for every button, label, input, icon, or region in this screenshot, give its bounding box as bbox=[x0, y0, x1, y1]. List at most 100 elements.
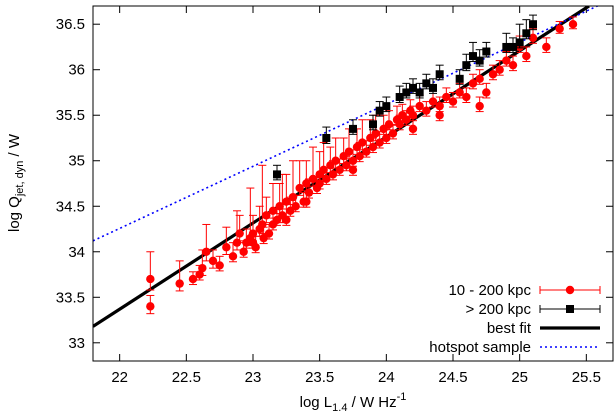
x-tick-label: 23.5 bbox=[305, 369, 334, 386]
red-circle-point bbox=[488, 70, 498, 79]
red-circle-point bbox=[328, 170, 338, 179]
red-circle-point bbox=[355, 151, 364, 161]
red-circle-point bbox=[202, 247, 211, 256]
red-circle-point bbox=[442, 92, 451, 102]
red-circle-point bbox=[195, 270, 204, 279]
red-circle-point bbox=[302, 179, 311, 188]
black-square-point bbox=[422, 79, 431, 88]
black-square-point bbox=[322, 133, 331, 142]
red-circle-point bbox=[235, 229, 244, 238]
red-circle-point bbox=[331, 156, 340, 165]
y-tick-label: 35 bbox=[68, 153, 85, 170]
black-square-point bbox=[455, 74, 464, 83]
x-tick-label: 25.5 bbox=[572, 369, 601, 386]
red-circle-point bbox=[208, 256, 218, 266]
red-circle-point bbox=[568, 20, 578, 29]
red-circle-point bbox=[495, 65, 504, 74]
x-tick-label: 24.5 bbox=[438, 369, 467, 386]
black-square-point bbox=[462, 61, 471, 70]
red-circle-point bbox=[522, 51, 531, 61]
x-tick-label: 22.5 bbox=[172, 369, 201, 386]
red-circle-point bbox=[295, 183, 304, 193]
red-circle-point bbox=[375, 138, 384, 147]
red-circle-point bbox=[342, 161, 351, 170]
red-circle-point bbox=[146, 302, 155, 311]
black-square-point bbox=[515, 38, 524, 47]
x-tick-label: 24 bbox=[378, 369, 395, 386]
red-circle-point bbox=[542, 42, 551, 52]
black-square-point bbox=[522, 29, 531, 38]
black-square-point bbox=[502, 42, 511, 51]
y-tick-label: 33.5 bbox=[56, 289, 85, 306]
black-square-point bbox=[402, 88, 411, 97]
red-circle-point bbox=[248, 238, 258, 247]
red-circle-point bbox=[395, 120, 404, 129]
red-circle-point bbox=[422, 106, 431, 115]
x-tick-label: 23 bbox=[245, 369, 262, 386]
red-circle-point bbox=[215, 261, 224, 270]
black-square-point bbox=[482, 47, 491, 56]
black-square-point bbox=[409, 83, 417, 92]
x-tick-label: 22 bbox=[111, 369, 128, 386]
red-circle-point bbox=[415, 101, 424, 111]
red-circle-point bbox=[146, 274, 155, 284]
red-circle-point bbox=[368, 142, 378, 152]
red-circle-point bbox=[348, 165, 358, 175]
y-tick-label: 35.5 bbox=[56, 107, 85, 124]
red-circle-point bbox=[358, 138, 367, 147]
black-square-point bbox=[415, 88, 424, 97]
red-circle-point bbox=[508, 60, 518, 70]
black-square-point bbox=[469, 52, 477, 61]
red-circle-point bbox=[408, 124, 418, 134]
black-square-point bbox=[529, 20, 537, 29]
red-circle-point bbox=[302, 197, 311, 206]
red-circle-point bbox=[282, 197, 291, 206]
red-circle-point bbox=[228, 252, 238, 261]
red-circle-point bbox=[291, 202, 300, 211]
legend-label-best-fit: best fit bbox=[487, 320, 532, 337]
red-circle-point bbox=[428, 97, 438, 106]
red-circle-point bbox=[555, 24, 564, 33]
red-circle-point bbox=[482, 88, 491, 97]
red-circle-point bbox=[344, 147, 354, 156]
x-axis-label: log L1.4 / W Hz-1 bbox=[300, 391, 407, 414]
red-circle-point bbox=[188, 274, 198, 284]
y-tick-label: 34 bbox=[68, 244, 85, 261]
black-square-point bbox=[435, 70, 444, 79]
red-circle-point bbox=[528, 33, 538, 43]
red-circle-point bbox=[175, 279, 184, 288]
x-tick-label: 25 bbox=[511, 369, 528, 386]
legend-label-hotspot-sample: hotspot sample bbox=[429, 339, 531, 356]
black-square-point bbox=[273, 170, 281, 179]
red-circle-point bbox=[502, 56, 511, 65]
y-tick-label: 33 bbox=[68, 335, 85, 352]
black-square-point bbox=[369, 120, 377, 129]
red-circle-point bbox=[239, 247, 248, 256]
red-circle-point bbox=[222, 243, 231, 252]
red-circle-point bbox=[408, 111, 418, 120]
legend-marker-10-200-kpc bbox=[565, 285, 575, 295]
black-square-point bbox=[475, 56, 484, 65]
black-square-point bbox=[382, 102, 391, 111]
red-circle-point bbox=[435, 111, 444, 120]
red-circle-point bbox=[264, 229, 274, 238]
red-circle-point bbox=[475, 74, 484, 84]
red-circle-point bbox=[402, 115, 411, 124]
black-square-point bbox=[429, 83, 437, 92]
red-circle-point bbox=[362, 147, 371, 156]
red-circle-point bbox=[388, 129, 398, 138]
black-square-point bbox=[395, 93, 404, 102]
y-tick-label: 36.5 bbox=[56, 16, 85, 33]
red-circle-point bbox=[475, 101, 484, 111]
red-circle-point bbox=[448, 97, 458, 106]
legend-label-200-kpc: > 200 kpc bbox=[466, 301, 532, 318]
red-circle-point bbox=[468, 79, 478, 88]
red-circle-point bbox=[322, 174, 331, 184]
red-circle-point bbox=[275, 202, 284, 211]
red-circle-point bbox=[282, 215, 291, 225]
red-circle-point bbox=[335, 165, 344, 175]
black-square-point bbox=[375, 106, 384, 115]
legend-label-10-200-kpc: 10 - 200 kpc bbox=[448, 282, 531, 299]
red-circle-point bbox=[382, 133, 391, 143]
